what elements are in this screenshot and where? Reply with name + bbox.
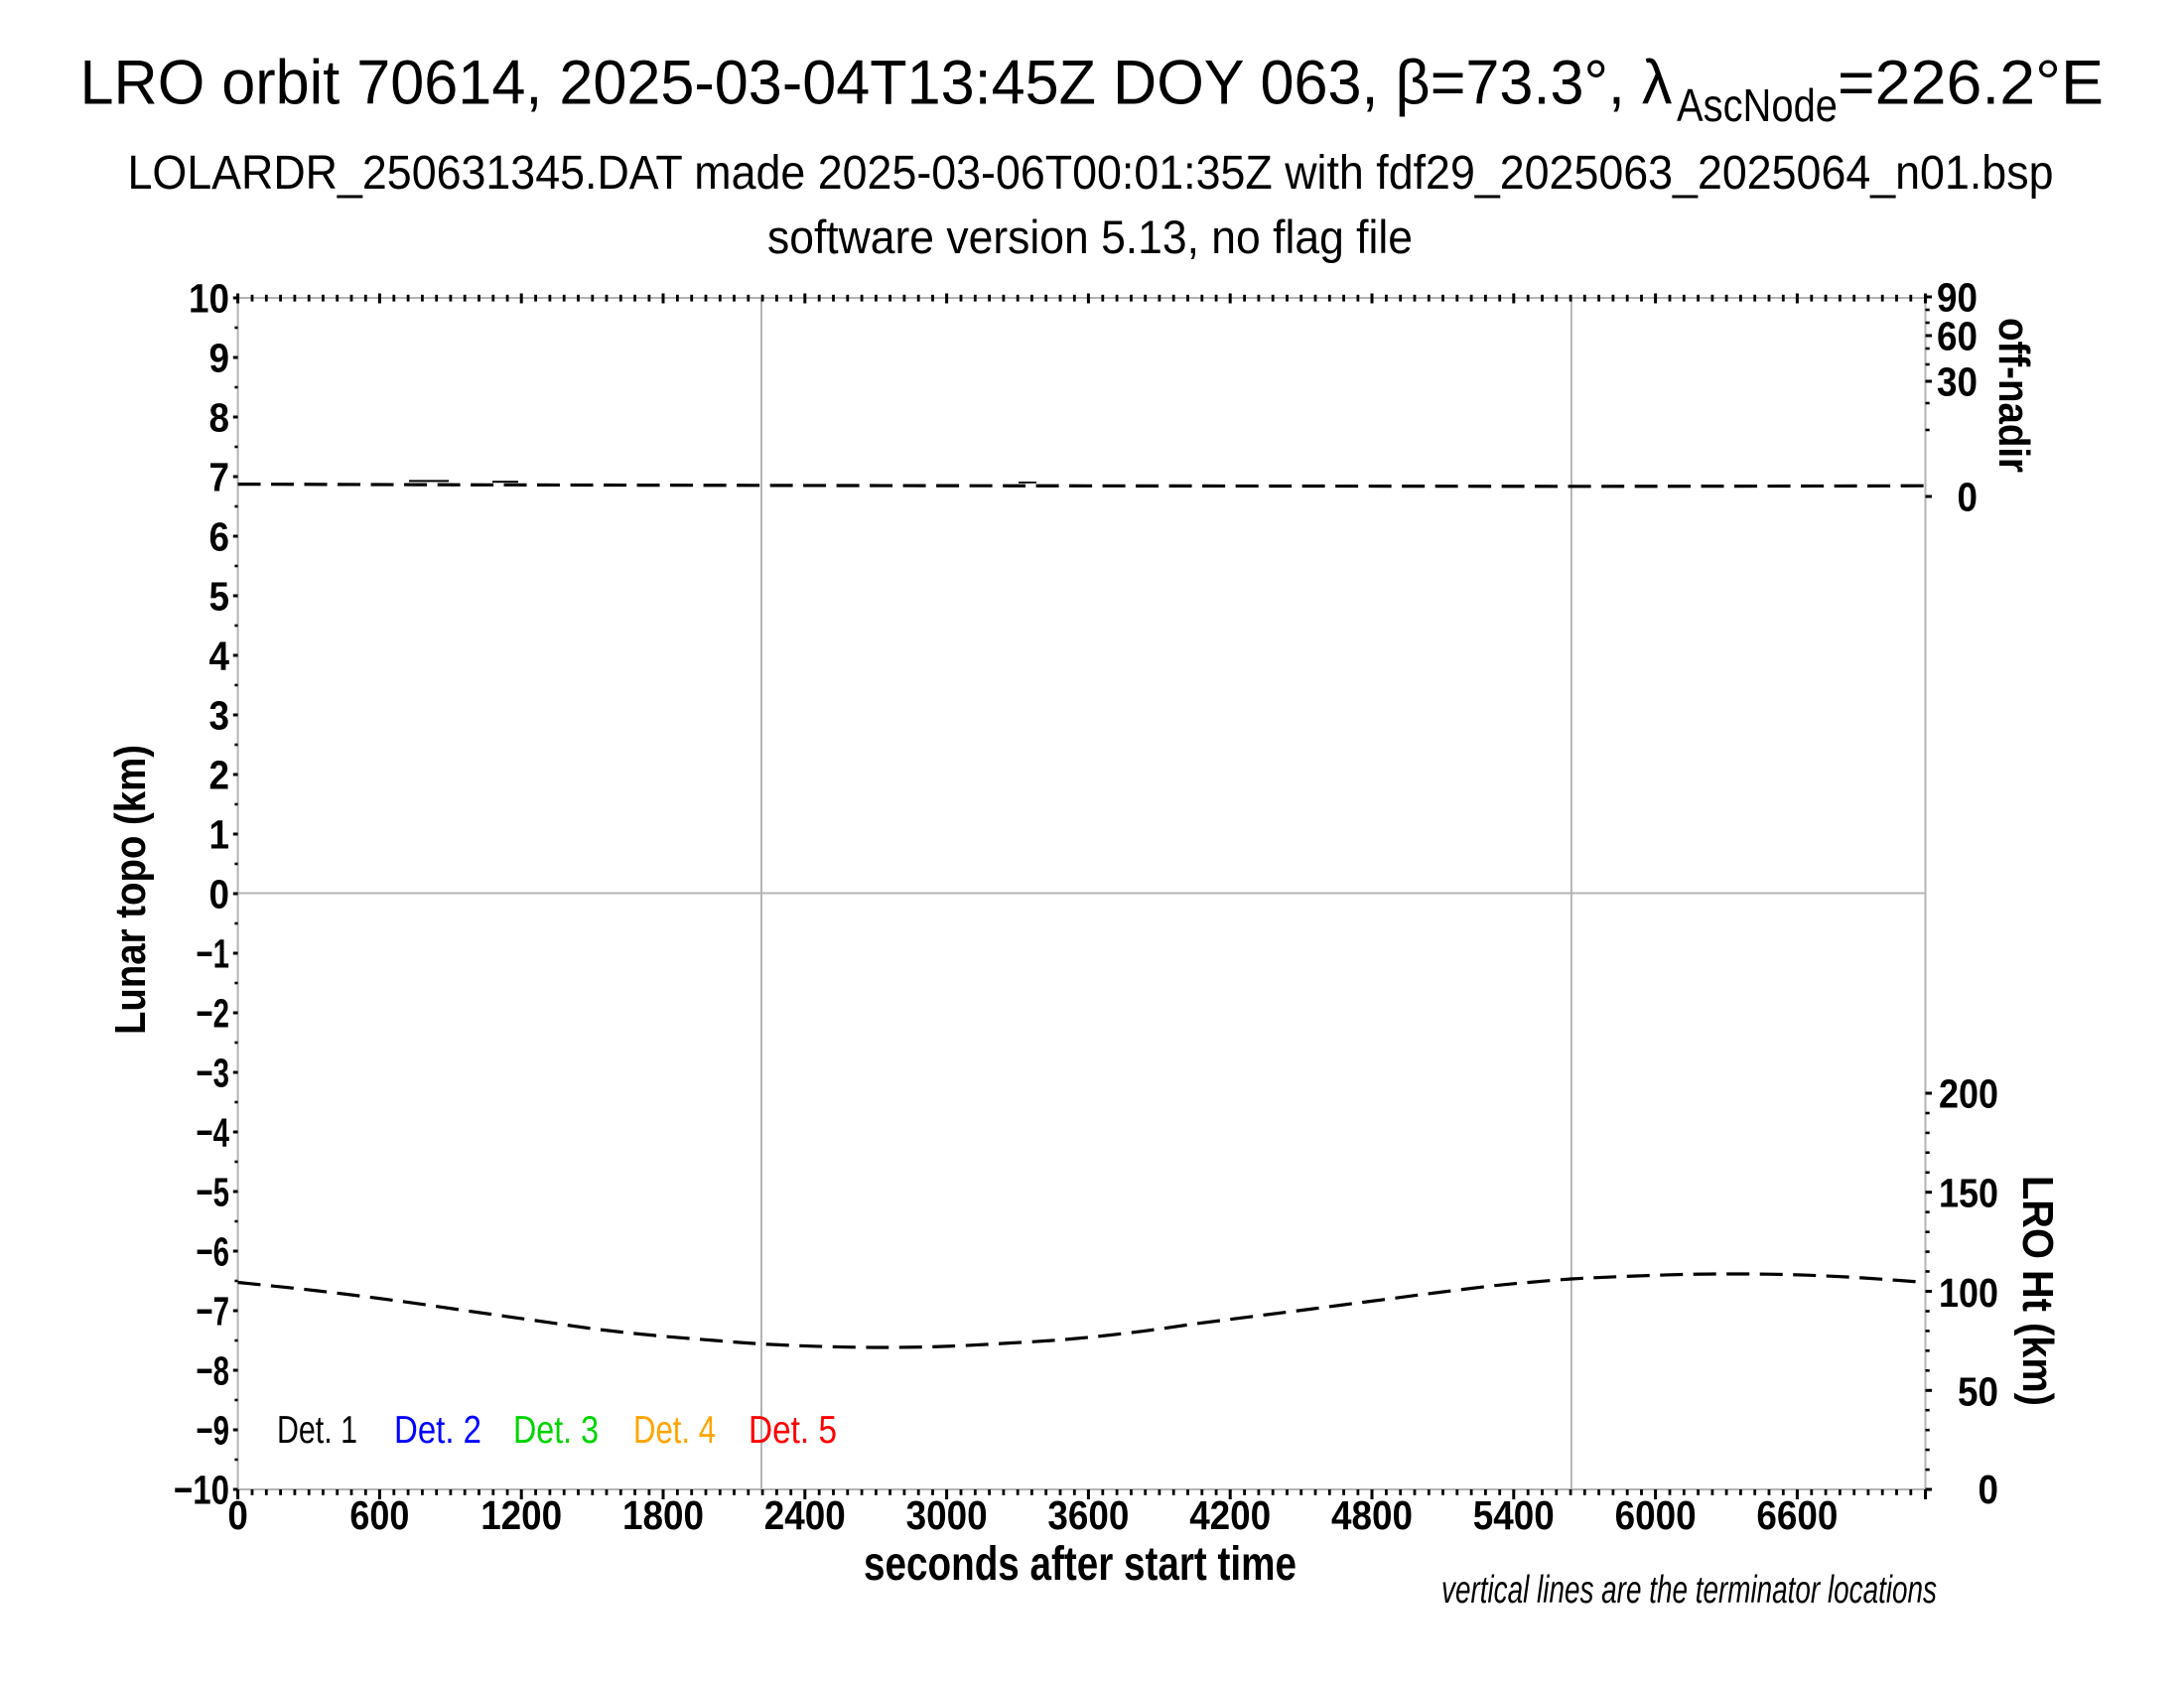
svg-text:−3: −3: [197, 1050, 230, 1095]
svg-text:9: 9: [209, 335, 230, 380]
svg-text:3: 3: [209, 692, 230, 738]
svg-text:LRO orbit 70614, 2025-03-04T13: LRO orbit 70614, 2025-03-04T13:45Z DOY 0…: [80, 49, 1673, 118]
svg-text:Det. 1: Det. 1: [277, 1409, 357, 1452]
svg-text:8: 8: [209, 394, 230, 440]
svg-text:seconds after start time: seconds after start time: [864, 1538, 1297, 1591]
svg-text:6: 6: [209, 513, 230, 559]
svg-text:2400: 2400: [764, 1492, 846, 1538]
svg-text:Det. 3: Det. 3: [513, 1409, 599, 1452]
svg-text:Det. 2: Det. 2: [394, 1409, 481, 1452]
svg-text:Det. 5: Det. 5: [749, 1409, 837, 1452]
svg-text:Det. 4: Det. 4: [633, 1409, 716, 1452]
svg-text:vertical lines are the termina: vertical lines are the terminator locati…: [1441, 1569, 1937, 1612]
svg-text:4: 4: [209, 633, 230, 678]
svg-text:0: 0: [1979, 1467, 1999, 1512]
svg-text:LRO Ht (km): LRO Ht (km): [2013, 1176, 2062, 1406]
svg-text:1: 1: [209, 811, 230, 857]
svg-text:2: 2: [209, 752, 230, 797]
svg-text:−1: −1: [197, 930, 230, 976]
svg-text:Lunar topo (km): Lunar topo (km): [106, 745, 155, 1035]
svg-text:7: 7: [209, 454, 230, 499]
svg-text:−10: −10: [174, 1467, 229, 1512]
svg-text:90: 90: [1937, 274, 1978, 320]
svg-text:50: 50: [1958, 1368, 1998, 1414]
svg-text:1800: 1800: [622, 1492, 704, 1538]
svg-text:0: 0: [209, 871, 230, 916]
svg-text:0: 0: [227, 1492, 248, 1538]
svg-text:−8: −8: [197, 1347, 230, 1393]
svg-text:6600: 6600: [1756, 1492, 1838, 1538]
svg-text:−6: −6: [197, 1228, 230, 1274]
svg-text:off-nadir: off-nadir: [1989, 318, 2038, 473]
svg-text:100: 100: [1939, 1270, 1998, 1316]
svg-text:6000: 6000: [1615, 1492, 1697, 1538]
svg-text:−2: −2: [197, 990, 230, 1036]
svg-text:600: 600: [349, 1492, 409, 1538]
svg-text:30: 30: [1937, 358, 1978, 404]
svg-text:−9: −9: [197, 1407, 230, 1453]
svg-text:5400: 5400: [1473, 1492, 1555, 1538]
svg-text:3000: 3000: [906, 1492, 988, 1538]
svg-text:LOLARDR_250631345.DAT made 202: LOLARDR_250631345.DAT made 2025-03-06T00…: [128, 147, 2054, 200]
svg-text:4200: 4200: [1189, 1492, 1271, 1538]
svg-text:0: 0: [1958, 474, 1979, 519]
svg-text:−7: −7: [197, 1288, 230, 1334]
svg-text:=226.2°E: =226.2°E: [1838, 49, 2104, 118]
svg-text:5: 5: [209, 573, 230, 619]
svg-text:3600: 3600: [1047, 1492, 1129, 1538]
svg-text:150: 150: [1939, 1170, 1998, 1215]
svg-text:AscNode: AscNode: [1677, 79, 1838, 131]
svg-text:10: 10: [189, 275, 229, 321]
svg-text:4800: 4800: [1331, 1492, 1413, 1538]
svg-text:−4: −4: [197, 1109, 230, 1155]
svg-text:1200: 1200: [480, 1492, 562, 1538]
svg-text:software version 5.13, no flag: software version 5.13, no flag file: [767, 211, 1413, 263]
svg-text:200: 200: [1939, 1070, 1998, 1116]
svg-text:60: 60: [1937, 313, 1978, 358]
svg-text:−5: −5: [197, 1169, 230, 1214]
